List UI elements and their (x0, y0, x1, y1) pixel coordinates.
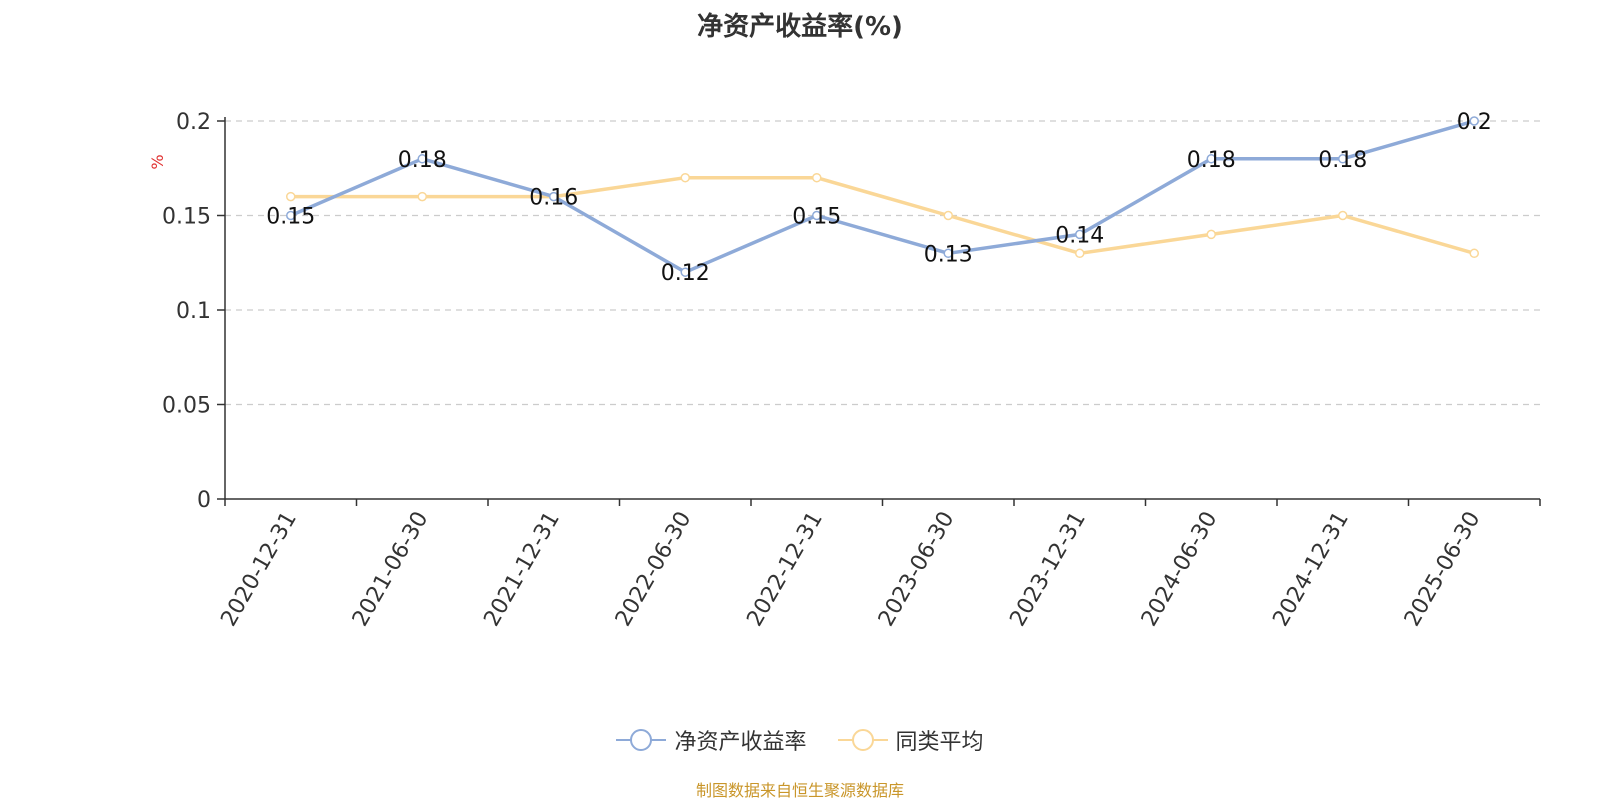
data-label: 0.13 (924, 242, 973, 267)
data-point[interactable] (417, 154, 427, 164)
data-point[interactable] (286, 191, 296, 202)
data-point[interactable] (1338, 154, 1348, 164)
x-tick-label: 2020-12-31 (216, 508, 302, 631)
data-point[interactable] (943, 248, 953, 259)
legend-item-peer-average[interactable]: 同类平均 (837, 724, 984, 756)
data-point[interactable] (812, 210, 822, 221)
data-label: 0.15 (792, 205, 841, 230)
x-tick-label: 2022-06-30 (611, 508, 697, 631)
line-chart: 0 0.05 0.1 0.15 0.2 2020-12-31 2021-06-30 2021… (148, 110, 1541, 631)
y-tick-label: 0.15 (162, 205, 211, 230)
data-label: 0.18 (1318, 148, 1367, 173)
y-tick-label: 0.05 (162, 394, 211, 419)
legend-peer-average-icon (837, 729, 888, 751)
series (286, 116, 1479, 277)
x-tick-label: 2024-12-31 (1268, 508, 1354, 631)
legend-roe-label: 净资产收益率 (674, 730, 807, 755)
y-axis-label: % (148, 154, 167, 169)
data-point[interactable] (812, 172, 822, 183)
data-point[interactable] (1469, 248, 1479, 259)
data-label: 0.16 (529, 186, 578, 211)
legend-roe-icon (616, 729, 667, 751)
data-point[interactable] (1469, 116, 1479, 126)
data-label: 0.18 (398, 148, 447, 173)
x-tick-label: 2022-12-31 (742, 508, 828, 631)
data-label: 0.14 (1055, 223, 1104, 248)
legend-item-roe[interactable]: 净资产收益率 (616, 724, 807, 756)
data-point[interactable] (943, 210, 953, 221)
x-axis-ticks: 2020-12-31 2021-06-30 2021-12-31 2022-06-30… (216, 499, 1541, 631)
data-point[interactable] (1206, 154, 1216, 164)
data-labels: 0.15 0.18 0.16 0.12 0.15 0.13 0.14 0.18 0.18 0.2 (266, 110, 1491, 286)
data-label: 0.18 (1187, 148, 1236, 173)
data-point[interactable] (286, 210, 296, 221)
data-point[interactable] (1206, 229, 1216, 240)
x-tick-label: 2025-06-30 (1400, 508, 1486, 631)
legend-peer-average-label: 同类平均 (895, 730, 984, 755)
x-tick-label: 2021-12-31 (479, 508, 565, 631)
series-line (290, 175, 1475, 256)
axes (224, 117, 1540, 500)
data-point[interactable] (1075, 248, 1085, 259)
data-point[interactable] (417, 191, 427, 202)
data-label: 0.15 (266, 205, 315, 230)
y-tick-label: 0.1 (176, 299, 211, 324)
x-tick-label: 2023-06-30 (874, 508, 960, 631)
y-axis-ticks: 0 0.05 0.1 0.15 0.2 (162, 110, 225, 513)
y-tick-label: 0 (197, 488, 211, 513)
legend: 净资产收益率 同类平均 (0, 724, 1600, 759)
x-tick-label: 2024-06-30 (1137, 508, 1223, 631)
data-label: 0.2 (1457, 110, 1492, 135)
data-point[interactable] (680, 172, 690, 183)
data-point[interactable] (1075, 229, 1085, 240)
x-tick-label: 2021-06-30 (348, 508, 434, 631)
x-tick-label: 2023-12-31 (1005, 508, 1091, 631)
chart-title: 净资产收益率(%) (697, 12, 903, 42)
series-line (290, 119, 1475, 274)
y-tick-label: 0.2 (176, 110, 211, 135)
data-point[interactable] (549, 191, 559, 202)
data-point[interactable] (680, 267, 690, 277)
data-label: 0.12 (661, 261, 710, 286)
data-point[interactable] (1338, 210, 1348, 221)
source-note: 制图数据来自恒生聚源数据库 (695, 781, 904, 800)
